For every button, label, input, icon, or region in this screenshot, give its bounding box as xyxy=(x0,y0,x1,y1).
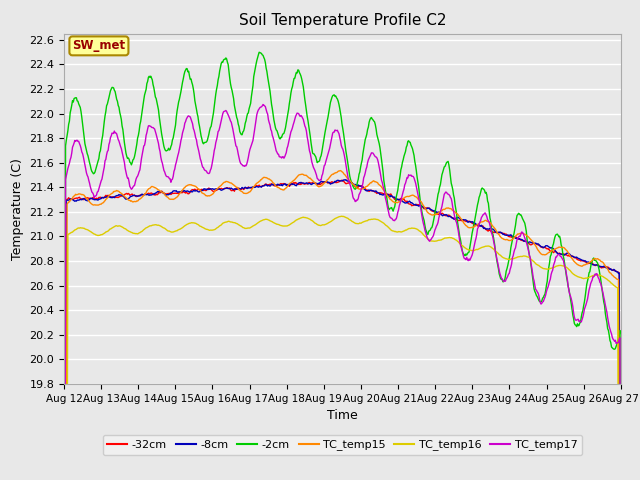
X-axis label: Time: Time xyxy=(327,409,358,422)
Text: SW_met: SW_met xyxy=(72,39,125,52)
Title: Soil Temperature Profile C2: Soil Temperature Profile C2 xyxy=(239,13,446,28)
Legend: -32cm, -8cm, -2cm, TC_temp15, TC_temp16, TC_temp17: -32cm, -8cm, -2cm, TC_temp15, TC_temp16,… xyxy=(102,435,582,455)
Y-axis label: Temperature (C): Temperature (C) xyxy=(11,158,24,260)
